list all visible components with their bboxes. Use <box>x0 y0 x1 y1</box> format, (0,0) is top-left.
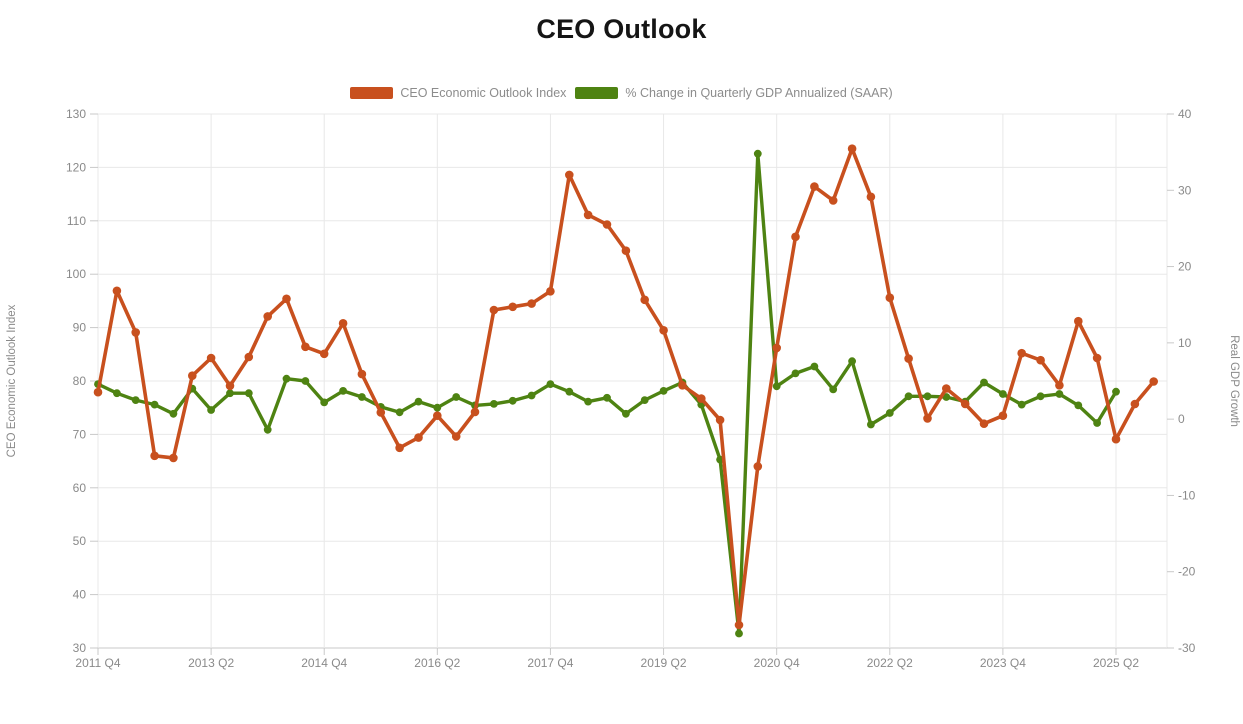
svg-text:130: 130 <box>66 107 86 121</box>
legend-label-ceo-index: CEO Economic Outlook Index <box>400 86 567 100</box>
legend-label-gdp: % Change in Quarterly GDP Annualized (SA… <box>625 86 893 100</box>
axis-ticks <box>90 113 1174 655</box>
svg-text:100: 100 <box>66 267 86 281</box>
svg-text:40: 40 <box>73 588 87 602</box>
svg-text:2023 Q4: 2023 Q4 <box>980 656 1026 670</box>
svg-text:0: 0 <box>1178 412 1185 426</box>
left-axis-title: CEO Economic Outlook Index <box>6 304 18 457</box>
svg-text:80: 80 <box>73 374 87 388</box>
svg-text:2014 Q4: 2014 Q4 <box>301 656 347 670</box>
svg-text:90: 90 <box>73 321 87 335</box>
chart-title: CEO Outlook <box>536 14 707 44</box>
svg-text:70: 70 <box>73 427 87 441</box>
svg-text:10: 10 <box>1178 336 1192 350</box>
svg-text:120: 120 <box>66 160 86 174</box>
gdp-swatch-icon <box>575 87 619 99</box>
svg-text:2025 Q2: 2025 Q2 <box>1093 656 1139 670</box>
ceo-index-series <box>93 144 1158 630</box>
svg-text:-30: -30 <box>1178 641 1196 655</box>
legend-item-gdp[interactable]: % Change in Quarterly GDP Annualized (SA… <box>575 86 893 100</box>
svg-text:30: 30 <box>73 641 87 655</box>
svg-text:110: 110 <box>67 214 86 228</box>
ceo-index-swatch-icon <box>350 87 394 99</box>
gdp-growth-series <box>94 149 1120 638</box>
svg-text:-10: -10 <box>1178 488 1196 502</box>
svg-text:50: 50 <box>73 534 87 548</box>
svg-text:40: 40 <box>1178 107 1192 121</box>
grid-lines <box>97 113 1168 649</box>
svg-text:30: 30 <box>1178 183 1192 197</box>
svg-text:2016 Q2: 2016 Q2 <box>414 656 460 670</box>
legend-item-ceo-index[interactable]: CEO Economic Outlook Index <box>350 86 566 100</box>
svg-text:2022 Q2: 2022 Q2 <box>867 656 913 670</box>
chart-legend: CEO Economic Outlook Index % Change in Q… <box>0 86 1243 100</box>
svg-text:2013 Q2: 2013 Q2 <box>188 656 234 670</box>
svg-text:20: 20 <box>1178 260 1192 274</box>
svg-text:2017 Q4: 2017 Q4 <box>527 656 573 670</box>
svg-text:2011 Q4: 2011 Q4 <box>75 656 120 670</box>
svg-text:2020 Q4: 2020 Q4 <box>754 656 800 670</box>
svg-text:60: 60 <box>73 481 87 495</box>
svg-text:-20: -20 <box>1178 565 1196 579</box>
right-axis-title: Real GDP Growth <box>1228 335 1240 427</box>
svg-text:2019 Q2: 2019 Q2 <box>641 656 687 670</box>
